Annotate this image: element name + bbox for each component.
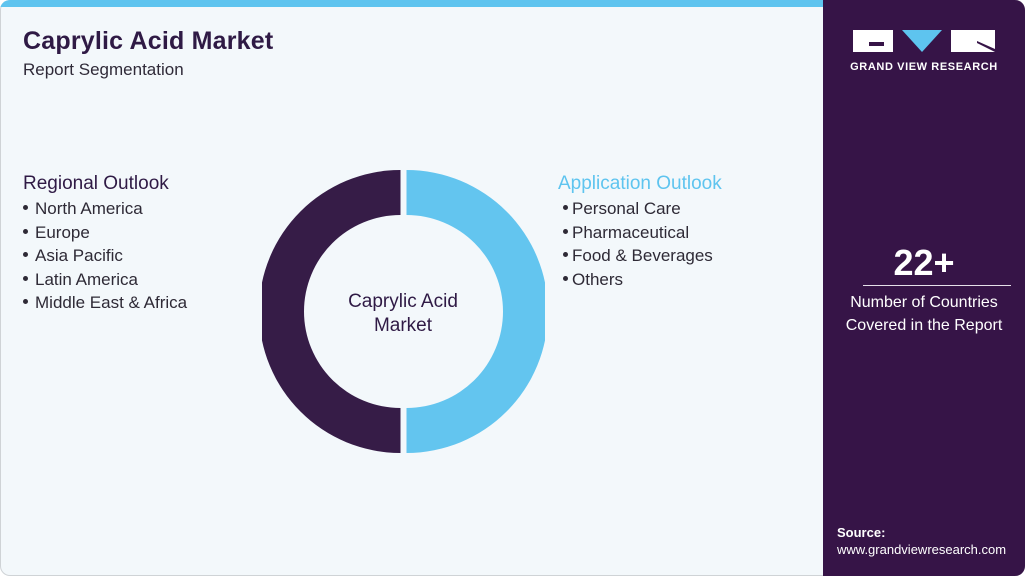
bullet-icon — [23, 299, 28, 305]
list-item: North America — [23, 197, 187, 221]
application-outlook-list: Personal Care Pharmaceutical Food & Beve… — [563, 197, 713, 291]
list-item: Pharmaceutical — [563, 221, 713, 245]
bullet-icon — [23, 275, 28, 281]
list-item: Others — [563, 268, 713, 292]
brand-side-panel: GRAND VIEW RESEARCH 22+ Number of Countr… — [823, 0, 1025, 576]
regional-outlook-list: North America Europe Asia Pacific Latin … — [23, 197, 187, 315]
bullet-icon — [23, 205, 28, 211]
list-item: Middle East & Africa — [23, 291, 187, 315]
application-outlook-heading: Application Outlook — [558, 173, 722, 194]
top-accent-bar — [0, 0, 823, 7]
countries-count: 22+ — [893, 242, 955, 283]
source-url: www.grandviewresearch.com — [837, 542, 1007, 557]
bullet-icon — [563, 228, 568, 234]
list-item: Personal Care — [563, 197, 713, 221]
countries-description: Number of Countries Covered in the Repor… — [845, 294, 1003, 334]
list-item: Food & Beverages — [563, 244, 713, 268]
source-label: Source: — [837, 525, 886, 540]
bullet-icon — [563, 275, 568, 281]
segmentation-donut-chart — [262, 170, 545, 453]
page-subtitle: Report Segmentation — [23, 60, 184, 79]
donut-slice-application — [406, 170, 545, 453]
list-item: Asia Pacific — [23, 244, 187, 268]
donut-center-label: Caprylic Acid Market — [348, 291, 458, 336]
bullet-icon — [563, 205, 568, 211]
bullet-icon — [23, 252, 28, 258]
bullet-icon — [563, 252, 568, 258]
bullet-icon — [23, 228, 28, 234]
gvr-logo-icon — [853, 30, 995, 52]
donut-slice-regional — [262, 170, 401, 453]
page-title: Caprylic Acid Market — [23, 27, 274, 55]
regional-outlook-heading: Regional Outlook — [23, 173, 169, 194]
divider — [863, 285, 1011, 286]
brand-name: GRAND VIEW RESEARCH — [850, 61, 998, 73]
list-item: Europe — [23, 221, 187, 245]
list-item: Latin America — [23, 268, 187, 292]
